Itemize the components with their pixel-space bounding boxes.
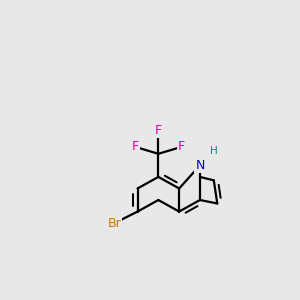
Text: N: N <box>195 159 205 172</box>
Text: F: F <box>132 140 139 153</box>
Text: H: H <box>210 146 218 157</box>
Text: Br: Br <box>108 217 122 230</box>
Text: F: F <box>178 140 185 153</box>
Text: F: F <box>155 124 162 137</box>
